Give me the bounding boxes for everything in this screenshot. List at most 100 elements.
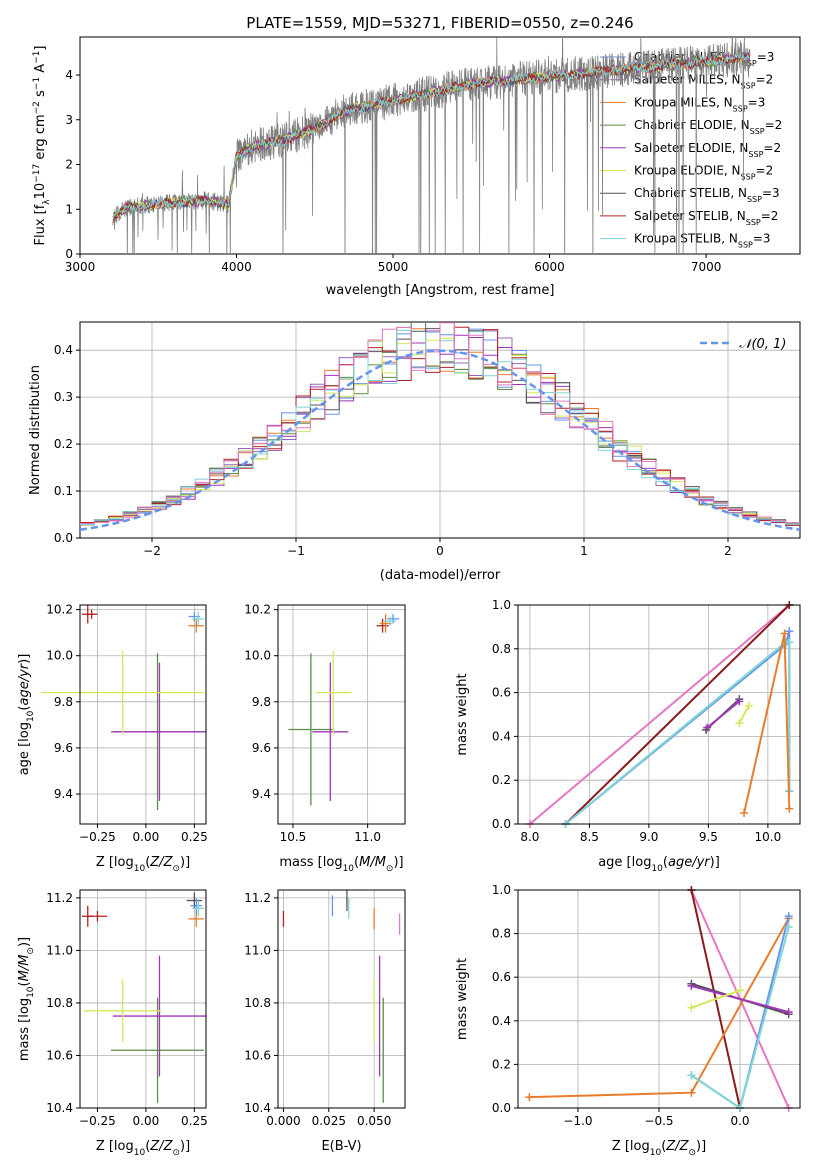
y-tick-label: 9.6 [54,741,73,755]
x-tick-label: 0.025 [312,1114,346,1128]
y-tick-label: 0.1 [54,484,73,498]
label-part: age [log [17,722,32,775]
x-tick-label: 0.25 [181,830,208,844]
y-tick-label: 4 [65,68,73,82]
label-part: M/M [17,955,32,982]
y-tick-label: 9.8 [252,695,271,709]
label-part: ⊙ [172,1148,180,1158]
weight-line [706,700,740,729]
y-tick-label: 2 [65,158,73,172]
label-part: Z/Z [149,855,173,870]
y-tick-label: 0.2 [492,1057,511,1071]
label-part: Z/Z [665,1139,689,1154]
label-part: ( [145,855,150,870]
label-part: (data-model)/error [380,568,501,583]
mass_vs_EBV-axes: 0.000 0.025 0.050 10.4 10.6 10.8 11.0 11.2 E(B-V… [244,889,406,1154]
label-part: 10 [343,864,355,874]
legend-part: Chabrier ELODIE, N [634,118,750,132]
error-point [85,609,98,619]
label-part: Flux [f [33,204,48,245]
weight-marker [784,912,793,921]
weight-marker [784,1008,793,1017]
x-tick-label: 3000 [65,260,96,274]
y-tick-label: 0.0 [54,531,73,545]
weight-marker [687,1071,696,1080]
y-axis-label: Flux [fλ10−17 erg cm−2 s−1 A−1] [32,46,52,246]
error-point [111,997,205,1103]
spectrum-plot [112,37,751,254]
x-axis-label: Z [log10(Z/Z⊙)] [96,855,190,874]
y-tick-label: 10.6 [46,1048,73,1062]
x-tick-label: 11.0 [354,830,381,844]
legend-part: Kroupa ELODIE, N [634,164,741,178]
legend-entry: Kroupa STELIB, NSSP=3 [634,232,771,250]
y-tick-label: 10.2 [244,603,271,617]
label-part: )] [710,855,720,870]
y-tick-label: 11.0 [244,943,271,957]
y-tick-label: 0.8 [492,927,511,941]
x-tick-label: −1.0 [563,1114,592,1128]
label-part: ( [663,855,668,870]
x-tick-label: 0.00 [133,1114,160,1128]
label-part: 10 [650,1148,662,1158]
legend-part: =2 [756,164,774,178]
label-part: mass [log [17,998,32,1061]
error-point [312,662,349,801]
weight-marker [780,629,789,638]
hist-step [80,326,800,526]
weight-line [691,984,789,1014]
weight-line [738,705,750,724]
x-tick-label: 5000 [378,260,409,274]
weight-marker [744,701,753,710]
label-part: M/M [359,855,386,870]
label-part: 10 [33,183,48,200]
y-tick-label: 9.8 [54,695,73,709]
y-tick-label: 11.2 [244,891,271,905]
age_vs_mass-axes: 10.5 11.0 9.4 9.6 9.8 10.0 10.2 mass [log10(M/M… [244,603,406,874]
x-tick-label: 8.5 [580,830,599,844]
legend-part: SSP [748,149,763,158]
y-tick-label: 0.2 [492,773,511,787]
legend-entry: Chabrier ELODIE, NSSP=2 [634,118,782,136]
weight-marker [740,809,749,818]
x-tick-label: 9.0 [639,830,658,844]
axes-frame [79,889,207,1109]
mass_weight_vs_age-axes: 8.0 8.5 9.0 9.5 10.0 0.0 0.2 0.4 0.6 0.8 1.0 age [l… [455,598,801,874]
label-part: )] [17,937,32,947]
x-axis-label: age [log10(age/yr)] [598,855,720,874]
y-tick-label: 1.0 [492,598,511,612]
axes-frame [79,36,801,255]
error-point [83,979,162,1043]
gaussian-curve [80,349,800,532]
weight-line [564,604,790,825]
y-tick-label: 0.0 [492,817,511,831]
legend-part: =2 [763,141,781,155]
legend-part: =3 [748,95,766,109]
legend-entry: Kroupa ELODIE, NSSP=2 [634,164,773,182]
error-point [188,618,205,633]
y-axis-label: mass [log10(M/M⊙)] [17,937,36,1061]
label-part: ( [661,1139,666,1154]
x-tick-label: 8.0 [520,830,539,844]
label-part: −17 [32,164,42,183]
x-tick-label: −1 [287,544,305,558]
label-part: 10 [26,986,36,998]
y-tick-label: 1.0 [492,883,511,897]
legend-entry: Kroupa MILES, NSSP=3 [634,95,765,113]
legend-part: SSP [747,195,762,204]
y-tick-label: 0.6 [492,686,511,700]
x-axis-label: Z [log10(Z/Z⊙)] [612,1139,706,1158]
weight-marker [687,981,696,990]
label-part: wavelength [Angstrom, rest frame] [326,283,555,298]
legend-part: SSP [738,240,753,249]
weight-marker [735,719,744,728]
label-part: A [33,64,48,77]
label-part: λ [42,199,52,205]
label-part: mass [log [279,855,342,870]
label-part: age [log [598,855,651,870]
mass_weight_vs_Z-axes: −1.0 −0.5 0.0 0.0 0.2 0.4 0.6 0.8 1.0 Z [log10(Z/… [455,883,801,1158]
legend-part: Salpeter STELIB, N [634,209,746,223]
x-tick-label: 0.25 [181,1114,208,1128]
y-tick-label: 0.4 [492,1014,511,1028]
